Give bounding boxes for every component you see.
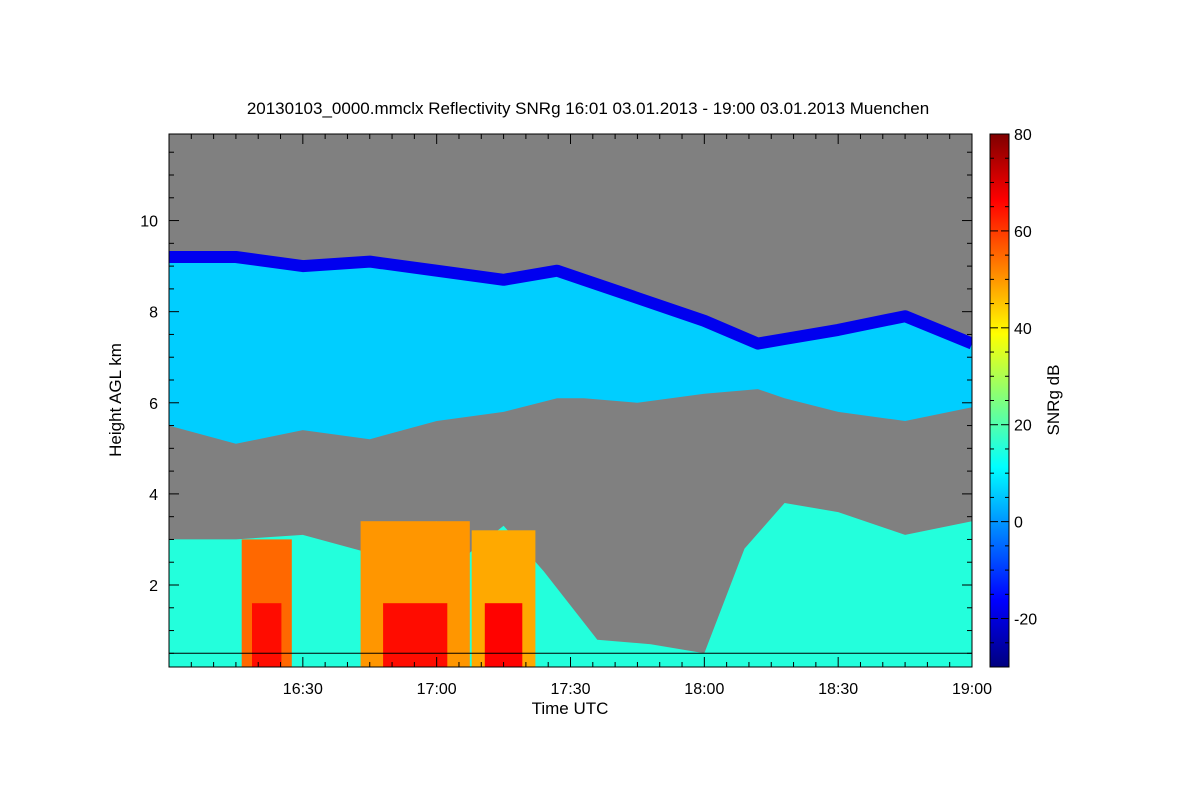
chart-title: 20130103_0000.mmclx Reflectivity SNRg 16…: [247, 99, 929, 118]
y-tick-label: 6: [149, 396, 158, 413]
x-tick-label: 18:00: [684, 681, 724, 698]
y-tick-label: 2: [149, 578, 158, 595]
colorbar-tick-label: 80: [1014, 127, 1032, 144]
x-tick-label: 17:00: [417, 681, 457, 698]
colorbar-label: SNRg dB: [1044, 365, 1063, 436]
convective-cores: [241, 521, 536, 667]
x-tick-label: 16:30: [283, 681, 323, 698]
colorbar-tick-label: 40: [1014, 321, 1032, 338]
colorbar: -20 0 20 40 60 80 SNRg dB: [989, 127, 1063, 668]
x-tick-label: 17:30: [550, 681, 590, 698]
colorbar-tick-label: 20: [1014, 418, 1032, 435]
convective-core-3-center: [484, 603, 523, 667]
upper-cloud-layer: [169, 251, 972, 444]
x-tick-label: 19:00: [952, 681, 992, 698]
x-tick-label: 18:30: [818, 681, 858, 698]
y-tick-label: 8: [149, 305, 158, 322]
y-axis-ticks: 2 4 6 8 10: [140, 151, 972, 654]
upper-layer-area: [169, 257, 972, 444]
colorbar-tick-label: 60: [1014, 224, 1032, 241]
x-axis-label: Time UTC: [532, 699, 609, 718]
convective-core-1-center: [252, 603, 282, 667]
colorbar-tick-label: -20: [1014, 612, 1037, 629]
plot-area: [169, 134, 972, 667]
colorbar-tick-label: 0: [1014, 515, 1023, 532]
colorbar-ticks: -20 0 20 40 60 80: [990, 127, 1037, 668]
y-axis-label: Height AGL km: [106, 343, 125, 457]
y-tick-label: 4: [149, 487, 158, 504]
upper-layer-top-edge: [169, 251, 972, 350]
x-axis-ticks: 16:30 17:00 17:30 18:00 18:30 19:00: [168, 134, 992, 698]
convective-core-2-center: [383, 603, 448, 667]
y-tick-label: 10: [140, 214, 158, 231]
